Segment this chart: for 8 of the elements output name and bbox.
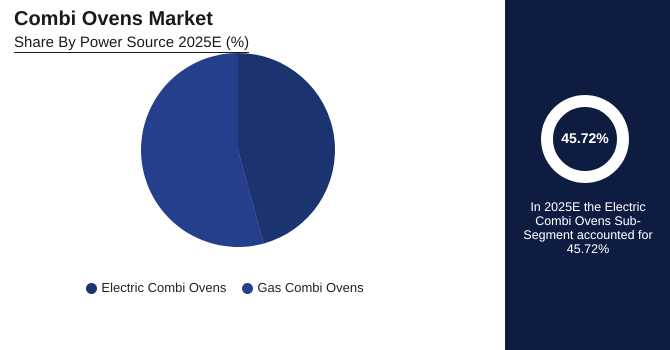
legend-label: Gas Combi Ovens xyxy=(257,280,364,295)
text: 45.72% xyxy=(560,130,610,146)
text: In 2025E the Electric Combi Ovens Sub-Segment accounted for 45.72% xyxy=(522,200,654,256)
chart-title: Combi Ovens Market xyxy=(14,8,213,31)
chart-subtitle: Share By Power Source 2025E (%) xyxy=(14,34,250,53)
pie-slice xyxy=(238,53,335,244)
legend-label: Electric Combi Ovens xyxy=(101,280,226,295)
pie-slice xyxy=(141,53,264,247)
